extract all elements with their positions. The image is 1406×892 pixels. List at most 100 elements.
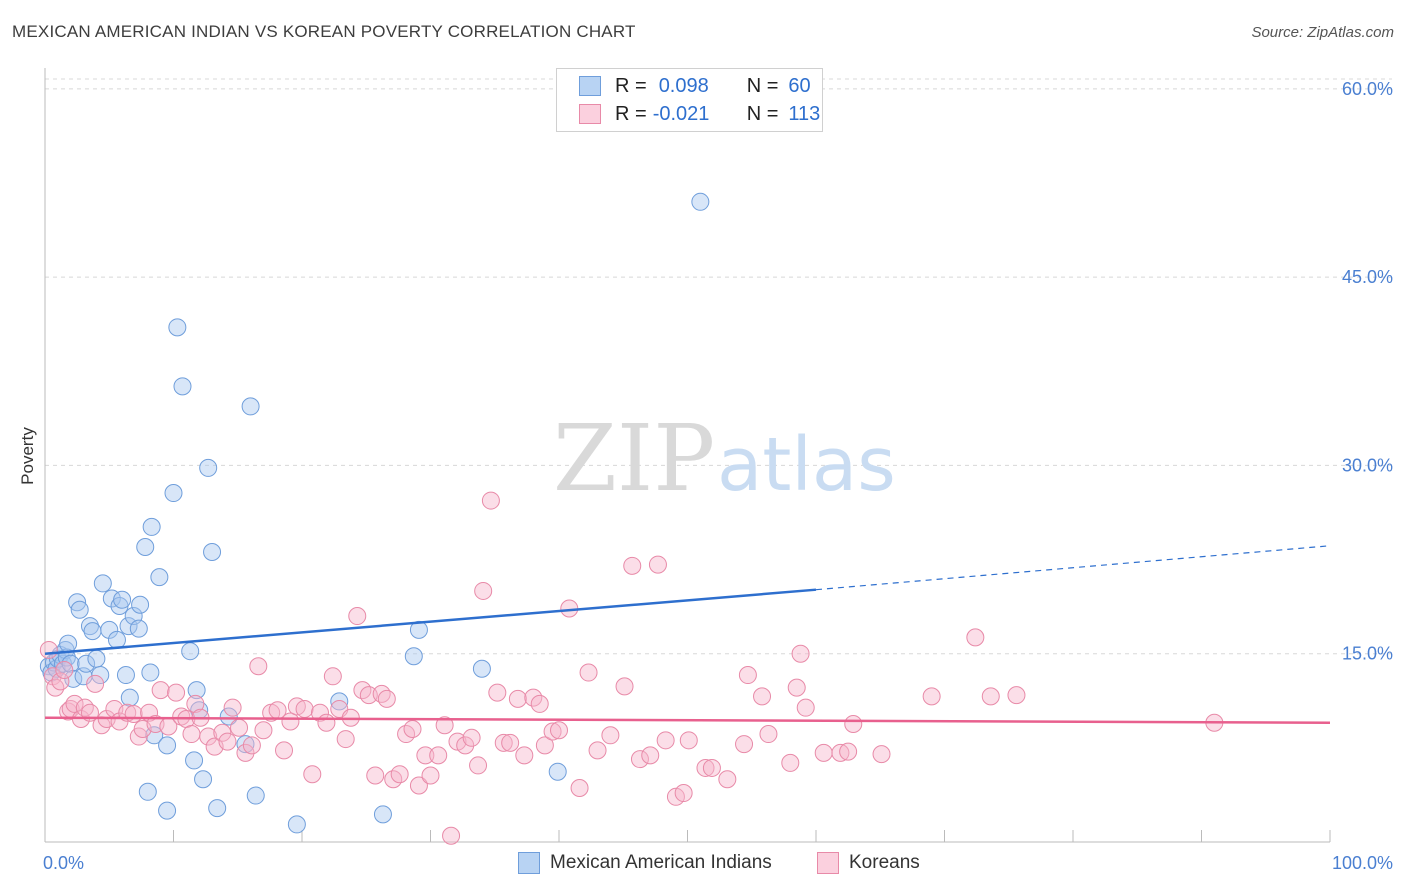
point-koreans [236, 743, 255, 762]
point-mexican-american-indians [203, 543, 222, 562]
legend-swatch-blue [579, 76, 601, 96]
point-mexican-american-indians [173, 377, 192, 396]
point-koreans [674, 784, 693, 803]
point-koreans [39, 640, 58, 659]
point-koreans [359, 686, 378, 705]
point-koreans [508, 689, 527, 708]
point-koreans [435, 716, 454, 735]
point-mexican-american-indians [208, 799, 227, 818]
point-koreans [696, 758, 715, 777]
point-koreans [579, 663, 598, 682]
point-koreans [372, 684, 391, 703]
point-koreans [488, 683, 507, 702]
trend-line-mexican-extension [815, 545, 1331, 591]
point-mexican-american-indians [68, 593, 87, 612]
y-tick-label: 45.0% [1342, 267, 1393, 287]
point-koreans [254, 721, 273, 740]
y-tick-label: 30.0% [1342, 455, 1393, 475]
stats-legend: R = 0.098 N = 60 R = -0.021 N = 113 [556, 68, 823, 132]
point-koreans [310, 703, 329, 722]
point-mexican-american-indians [691, 192, 710, 211]
point-koreans [167, 683, 186, 702]
point-mexican-american-indians [287, 815, 306, 834]
source-label: Source: ZipAtlas.com [1251, 24, 1394, 41]
ticks-layer: 15.0% 30.0% 45.0% 60.0% 0.0% 100.0% [43, 79, 1393, 873]
point-mexican-american-indians [164, 484, 183, 503]
point-koreans [787, 678, 806, 697]
point-koreans [65, 694, 84, 713]
point-koreans [831, 743, 850, 762]
point-koreans [641, 746, 660, 765]
bottom-legend-swatch-pink [817, 852, 839, 874]
point-mexican-american-indians [330, 692, 349, 711]
point-koreans [281, 712, 300, 731]
point-koreans [456, 736, 475, 755]
point-koreans [966, 628, 985, 647]
point-mexican-american-indians [131, 595, 150, 614]
axes-layer [44, 68, 1331, 843]
point-mexican-american-indians [116, 666, 135, 685]
point-koreans [249, 657, 268, 676]
point-koreans [501, 733, 520, 752]
point-koreans [872, 745, 891, 764]
point-mexican-american-indians [113, 590, 132, 609]
legend-n-value: 60 [788, 74, 811, 97]
point-koreans [469, 756, 488, 775]
x-tick-label: 0.0% [43, 853, 84, 873]
legend-row-pink: R = -0.021 N = 113 [579, 101, 820, 127]
point-koreans [615, 677, 634, 696]
point-koreans [481, 491, 500, 510]
point-koreans [336, 730, 355, 749]
point-mexican-american-indians [77, 654, 96, 673]
point-koreans [623, 556, 642, 575]
point-koreans [702, 758, 721, 777]
point-koreans [679, 731, 698, 750]
point-koreans [494, 733, 513, 752]
bottom-legend-label: Mexican American Indians [550, 852, 772, 873]
point-koreans [442, 826, 461, 845]
trend-layer [44, 545, 1331, 724]
point-koreans [348, 607, 367, 626]
point-mexican-american-indians [93, 574, 112, 593]
point-koreans [796, 698, 815, 717]
point-koreans [839, 742, 858, 761]
watermark-atlas: atlas [717, 422, 896, 508]
point-mexican-american-indians [141, 663, 160, 682]
point-koreans [421, 766, 440, 785]
point-mexican-american-indians [181, 642, 200, 661]
legend-swatch-pink [579, 104, 601, 124]
point-mexican-american-indians [59, 634, 78, 653]
point-koreans [630, 750, 649, 769]
point-koreans [390, 765, 409, 784]
point-koreans [550, 721, 568, 740]
point-mexican-american-indians [107, 630, 126, 649]
point-koreans [303, 765, 322, 784]
point-mexican-american-indians [158, 801, 177, 820]
point-mexican-american-indians [142, 517, 161, 536]
legend-n-label: N = [746, 102, 779, 125]
point-koreans [182, 725, 201, 744]
point-mexican-american-indians [246, 786, 265, 805]
point-mexican-american-indians [138, 782, 157, 801]
point-koreans [230, 718, 249, 737]
point-mexican-american-indians [187, 681, 206, 700]
point-koreans [55, 661, 74, 680]
point-koreans [213, 723, 232, 742]
bottom-legend-swatch-blue [518, 852, 540, 874]
legend-r-value: 0.098 [658, 74, 709, 97]
y-tick-label: 60.0% [1342, 79, 1393, 99]
point-koreans [781, 753, 800, 772]
point-mexican-american-indians [70, 600, 89, 619]
legend-row-blue: R = 0.098 N = 60 [579, 73, 811, 99]
point-mexican-american-indians [409, 620, 428, 639]
point-koreans [186, 694, 205, 713]
point-koreans [738, 666, 757, 685]
point-mexican-american-indians [83, 622, 102, 641]
point-koreans [377, 689, 396, 708]
point-koreans [656, 731, 675, 750]
legend-r-label: R = [615, 102, 647, 125]
point-mexican-american-indians [158, 736, 177, 755]
point-koreans [199, 727, 218, 746]
point-mexican-american-indians [100, 620, 119, 639]
